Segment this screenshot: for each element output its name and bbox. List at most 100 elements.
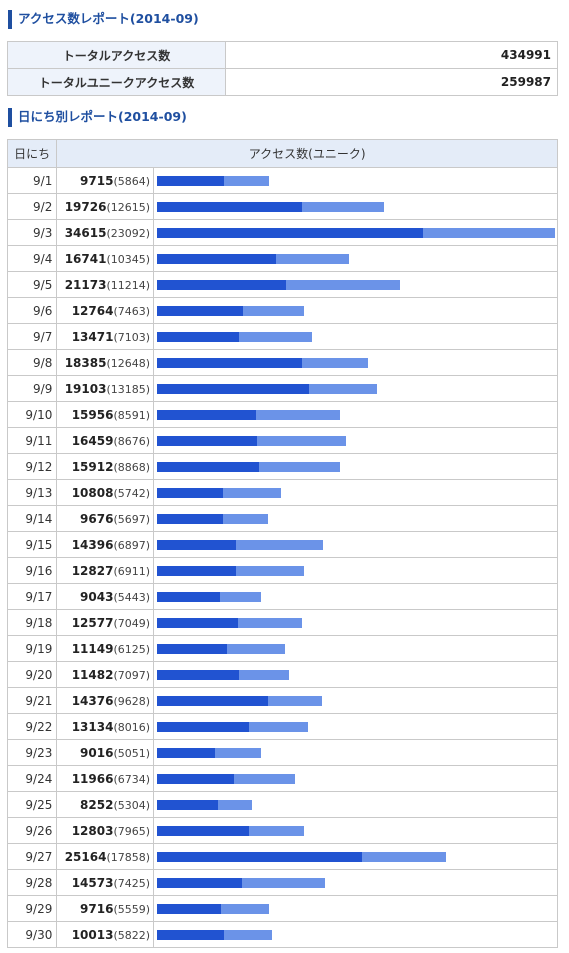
access-count-cell: 9715(5864) bbox=[56, 167, 155, 194]
access-count-cell: 18385(12648) bbox=[56, 349, 155, 376]
table-row: 9/13 10808(5742) bbox=[6, 479, 558, 506]
unique-access-count: 9628 bbox=[117, 694, 146, 708]
table-row: 9/27 25164(17858) bbox=[6, 843, 558, 870]
unique-access-count: 6734 bbox=[117, 772, 146, 786]
day-cell: 9/18 bbox=[6, 609, 58, 636]
paren-open: ( bbox=[113, 486, 118, 500]
total-access-count: 9016 bbox=[80, 745, 114, 760]
paren-close: ) bbox=[145, 694, 151, 708]
unique-access-count: 12615 bbox=[110, 200, 146, 214]
day-cell: 9/4 bbox=[6, 245, 58, 272]
paren-open: ( bbox=[106, 278, 111, 292]
total-access-count: 8252 bbox=[80, 797, 114, 812]
paren-open: ( bbox=[106, 200, 111, 214]
unique-access-bar bbox=[157, 513, 224, 524]
access-count-cell: 11482(7097) bbox=[56, 661, 155, 688]
paren-open: ( bbox=[113, 434, 118, 448]
bar-track bbox=[157, 487, 557, 498]
paren-close: ) bbox=[145, 434, 151, 448]
bar-track bbox=[157, 227, 557, 238]
bar-track bbox=[157, 877, 557, 888]
total-access-count: 13134 bbox=[71, 719, 114, 734]
total-access-count: 19726 bbox=[64, 199, 107, 214]
bar-cell bbox=[153, 869, 558, 896]
day-cell: 9/27 bbox=[6, 843, 58, 870]
day-cell: 9/17 bbox=[6, 583, 58, 610]
unique-access-count: 11214 bbox=[110, 278, 146, 292]
paren-close: ) bbox=[145, 616, 151, 630]
paren-open: ( bbox=[113, 460, 118, 474]
total-access-count: 9676 bbox=[80, 511, 114, 526]
paren-close: ) bbox=[145, 798, 151, 812]
total-access-count: 15956 bbox=[71, 407, 114, 422]
day-cell: 9/1 bbox=[6, 167, 58, 194]
table-row: 9/11 16459(8676) bbox=[6, 427, 558, 454]
bar-track bbox=[157, 799, 557, 810]
access-count-cell: 14376(9628) bbox=[56, 687, 155, 714]
day-cell: 9/12 bbox=[6, 453, 58, 480]
unique-access-bar bbox=[157, 695, 269, 706]
bar-cell bbox=[153, 557, 558, 584]
bar-cell bbox=[153, 479, 558, 506]
day-cell: 9/19 bbox=[6, 635, 58, 662]
paren-close: ) bbox=[145, 486, 151, 500]
bar-cell bbox=[153, 921, 558, 948]
bar-cell bbox=[153, 297, 558, 324]
column-header-access: アクセス数(ユニーク) bbox=[56, 139, 558, 168]
total-access-count: 19103 bbox=[64, 381, 107, 396]
unique-access-count: 5864 bbox=[117, 174, 146, 188]
bar-cell bbox=[153, 661, 558, 688]
table-row: 9/21 14376(9628) bbox=[6, 687, 558, 714]
bar-track bbox=[157, 279, 557, 290]
access-count-cell: 34615(23092) bbox=[56, 219, 155, 246]
table-row: 9/22 13134(8016) bbox=[6, 713, 558, 740]
total-access-count: 21173 bbox=[64, 277, 107, 292]
total-access-count: 12764 bbox=[71, 303, 114, 318]
bar-cell bbox=[153, 427, 558, 454]
paren-close: ) bbox=[145, 304, 151, 318]
paren-open: ( bbox=[113, 902, 118, 916]
paren-close: ) bbox=[145, 720, 151, 734]
total-access-count: 10013 bbox=[71, 927, 114, 942]
access-count-cell: 8252(5304) bbox=[56, 791, 155, 818]
paren-open: ( bbox=[113, 798, 118, 812]
unique-access-count: 8591 bbox=[117, 408, 146, 422]
day-cell: 9/7 bbox=[6, 323, 58, 350]
summary-table: トータルアクセス数 434991 トータルユニークアクセス数 259987 bbox=[7, 41, 558, 96]
unique-access-bar bbox=[157, 253, 277, 264]
unique-access-count: 6125 bbox=[117, 642, 146, 656]
paren-close: ) bbox=[145, 512, 151, 526]
table-row: 9/7 13471(7103) bbox=[6, 323, 558, 350]
bar-cell bbox=[153, 323, 558, 350]
bar-track bbox=[157, 565, 557, 576]
day-cell: 9/23 bbox=[6, 739, 58, 766]
access-count-cell: 19103(13185) bbox=[56, 375, 155, 402]
access-count-cell: 21173(11214) bbox=[56, 271, 155, 298]
bar-track bbox=[157, 513, 557, 524]
paren-open: ( bbox=[113, 746, 118, 760]
day-cell: 9/30 bbox=[6, 921, 58, 948]
paren-close: ) bbox=[145, 850, 151, 864]
day-cell: 9/9 bbox=[6, 375, 58, 402]
bar-cell bbox=[153, 375, 558, 402]
bar-track bbox=[157, 383, 557, 394]
paren-close: ) bbox=[145, 746, 151, 760]
paren-open: ( bbox=[113, 642, 118, 656]
table-row: 9/24 11966(6734) bbox=[6, 765, 558, 792]
bar-cell bbox=[153, 739, 558, 766]
day-cell: 9/8 bbox=[6, 349, 58, 376]
day-cell: 9/10 bbox=[6, 401, 58, 428]
bar-track bbox=[157, 721, 557, 732]
unique-access-count: 5051 bbox=[117, 746, 146, 760]
total-access-count: 25164 bbox=[64, 849, 107, 864]
bar-track bbox=[157, 357, 557, 368]
table-row: 9/1 9715(5864) bbox=[6, 167, 558, 194]
unique-access-count: 23092 bbox=[110, 226, 146, 240]
summary-value: 259987 bbox=[225, 68, 558, 96]
access-count-cell: 11966(6734) bbox=[56, 765, 155, 792]
summary-value: 434991 bbox=[225, 41, 558, 69]
access-count-cell: 15956(8591) bbox=[56, 401, 155, 428]
bar-cell bbox=[153, 453, 558, 480]
day-cell: 9/21 bbox=[6, 687, 58, 714]
paren-open: ( bbox=[113, 928, 118, 942]
